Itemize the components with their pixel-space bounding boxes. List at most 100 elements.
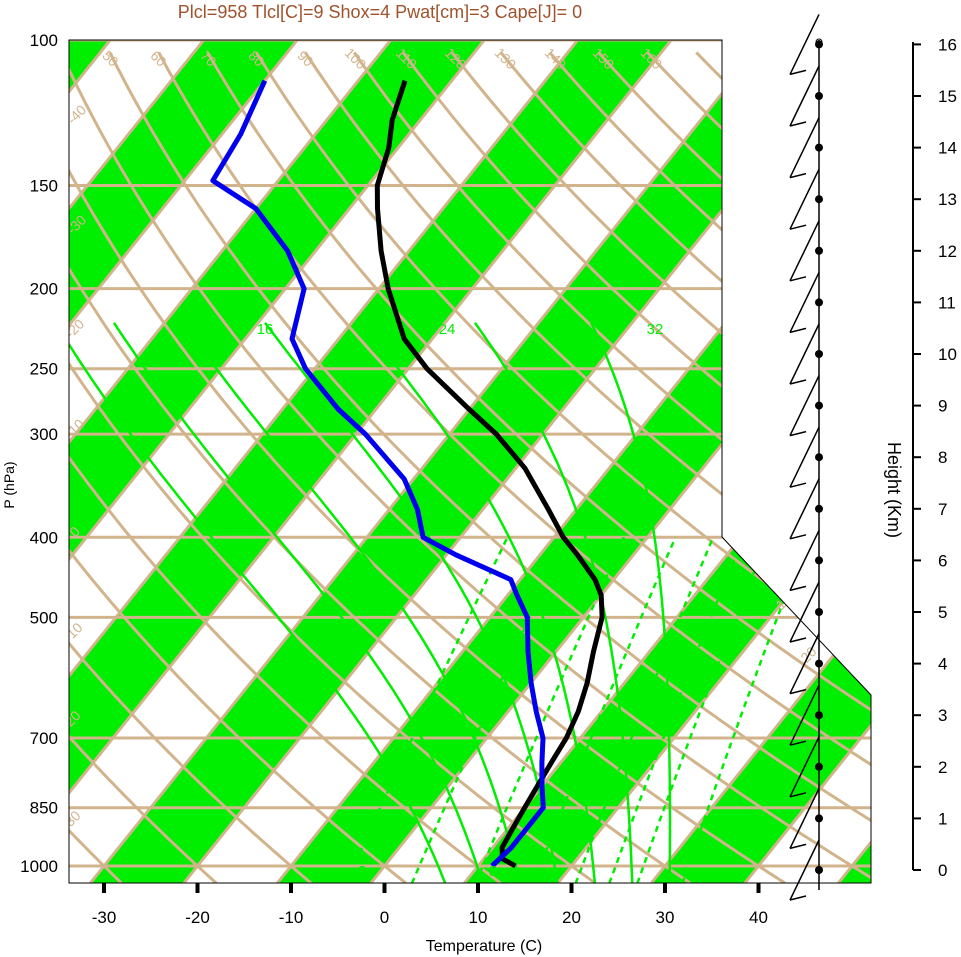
isotherm-label: 30 bbox=[723, 233, 745, 255]
isotherm-line bbox=[650, 40, 871, 883]
wind-marker bbox=[815, 453, 823, 462]
dry-adiabat bbox=[255, 51, 871, 883]
wind-barb bbox=[789, 276, 807, 282]
dry-adiabat bbox=[69, 51, 502, 883]
moist-adiabat bbox=[69, 322, 447, 883]
mixing-ratio-line bbox=[681, 536, 810, 883]
dry-adiabat bbox=[69, 52, 312, 883]
temperature-curve bbox=[374, 79, 605, 869]
wind-marker bbox=[815, 711, 823, 720]
isotherm-label: 30 bbox=[841, 647, 863, 669]
wind-marker bbox=[815, 143, 823, 152]
pressure-tick-label: 1000 bbox=[20, 857, 58, 876]
x-tick-label: -20 bbox=[185, 908, 210, 927]
wind-marker bbox=[815, 92, 823, 100]
wind-barb-column bbox=[789, 14, 823, 901]
isotherm-line bbox=[69, 40, 299, 883]
x-tick-label: 40 bbox=[749, 908, 768, 927]
wind-barb bbox=[789, 637, 807, 643]
height-axis-label: Height (Km) bbox=[884, 442, 904, 538]
temperature-axis: -30 -20 -10 0 10 20 30 40 bbox=[92, 883, 768, 927]
height-tick-label: 2 bbox=[938, 758, 947, 777]
height-tick-label: 4 bbox=[938, 655, 947, 674]
isotherm-label: 30 bbox=[61, 807, 83, 829]
pressure-tick-label: 100 bbox=[30, 31, 58, 50]
mixing-ratio-line bbox=[410, 536, 568, 883]
wind-barb bbox=[789, 172, 807, 179]
mixing-ratio-line bbox=[608, 536, 745, 883]
height-tick-label: 1 bbox=[938, 809, 947, 828]
wind-barb bbox=[789, 530, 820, 591]
wind-barb bbox=[789, 740, 807, 746]
isotherm-line bbox=[69, 40, 486, 883]
isotherm-line bbox=[69, 40, 392, 883]
height-tick-label: 8 bbox=[938, 448, 947, 467]
wind-barb bbox=[789, 895, 807, 901]
moist-adiabat bbox=[112, 322, 484, 883]
isotherm-label: 0 bbox=[750, 540, 767, 557]
wind-barb bbox=[789, 430, 807, 437]
mixing-ratio-line bbox=[636, 536, 770, 883]
wind-barb bbox=[789, 379, 807, 385]
wind-barb bbox=[789, 788, 820, 849]
header-summary: Plcl=958 Tlcl[C]=9 Shox=4 Pwat[cm]=3 Cap… bbox=[178, 2, 582, 22]
wind-barb bbox=[789, 65, 820, 127]
dry-adiabat bbox=[304, 51, 871, 883]
pressure-axis: 100 150 200 250 300 400 500 700 850 1000 bbox=[20, 31, 58, 876]
wind-marker bbox=[815, 608, 823, 616]
moist-adiabat bbox=[264, 322, 559, 883]
dry-adiabat bbox=[206, 51, 871, 883]
sounding-curves bbox=[210, 79, 605, 869]
wind-barb bbox=[789, 482, 807, 488]
isotherm-label: 20 bbox=[723, 340, 745, 362]
dewpoint-curve bbox=[210, 79, 546, 868]
mixing-ratio-label: 16 bbox=[257, 321, 274, 338]
wind-marker bbox=[815, 298, 823, 307]
pressure-tick-label: 200 bbox=[30, 280, 58, 299]
wind-marker bbox=[815, 504, 823, 513]
height-tick-label: 13 bbox=[938, 190, 957, 209]
wind-barb bbox=[789, 843, 807, 850]
wind-barb bbox=[789, 14, 820, 75]
height-tick-label: 14 bbox=[938, 139, 957, 158]
wind-marker bbox=[815, 350, 823, 358]
wind-barb bbox=[789, 426, 820, 488]
height-tick-label: 15 bbox=[938, 87, 957, 106]
height-tick-label: 10 bbox=[938, 345, 957, 364]
mixing-ratio-label: 12 bbox=[189, 321, 206, 338]
height-tick-label: 6 bbox=[938, 551, 947, 570]
isotherm-line bbox=[69, 40, 579, 883]
x-tick-label: 30 bbox=[656, 908, 675, 927]
isotherm-band bbox=[69, 40, 298, 883]
isotherm-label: -20 bbox=[62, 316, 88, 342]
mixing-ratio-line bbox=[532, 536, 677, 883]
wind-marker bbox=[815, 659, 823, 668]
wind-marker bbox=[815, 40, 823, 49]
x-tick-label: 20 bbox=[562, 908, 581, 927]
pressure-tick-label: 700 bbox=[30, 729, 58, 748]
x-tick-label: -10 bbox=[279, 908, 304, 927]
mixing-ratio-label: 3 bbox=[358, 863, 366, 880]
dry-adiabat bbox=[157, 51, 871, 883]
height-tick-label: 3 bbox=[938, 706, 947, 725]
dry-adiabat bbox=[401, 51, 871, 883]
isotherm-line bbox=[89, 40, 766, 883]
wind-barb bbox=[789, 736, 820, 798]
dry-adiabat bbox=[69, 51, 871, 883]
wind-barb bbox=[789, 272, 820, 333]
wind-barb bbox=[789, 224, 807, 230]
wind-barb bbox=[789, 168, 820, 230]
pressure-tick-label: 500 bbox=[30, 608, 58, 627]
wind-barb bbox=[789, 839, 820, 901]
mixing-ratio-label: 8 bbox=[489, 863, 497, 880]
pressure-tick-label: 150 bbox=[30, 176, 58, 195]
wind-marker bbox=[815, 762, 823, 771]
plot-border bbox=[68, 39, 872, 884]
x-axis-label: Temperature (C) bbox=[426, 938, 542, 955]
mixing-ratio-line bbox=[344, 536, 509, 883]
dry-adiabat bbox=[69, 52, 218, 883]
dry-adiabat bbox=[108, 51, 871, 883]
pressure-tick-label: 250 bbox=[30, 360, 58, 379]
